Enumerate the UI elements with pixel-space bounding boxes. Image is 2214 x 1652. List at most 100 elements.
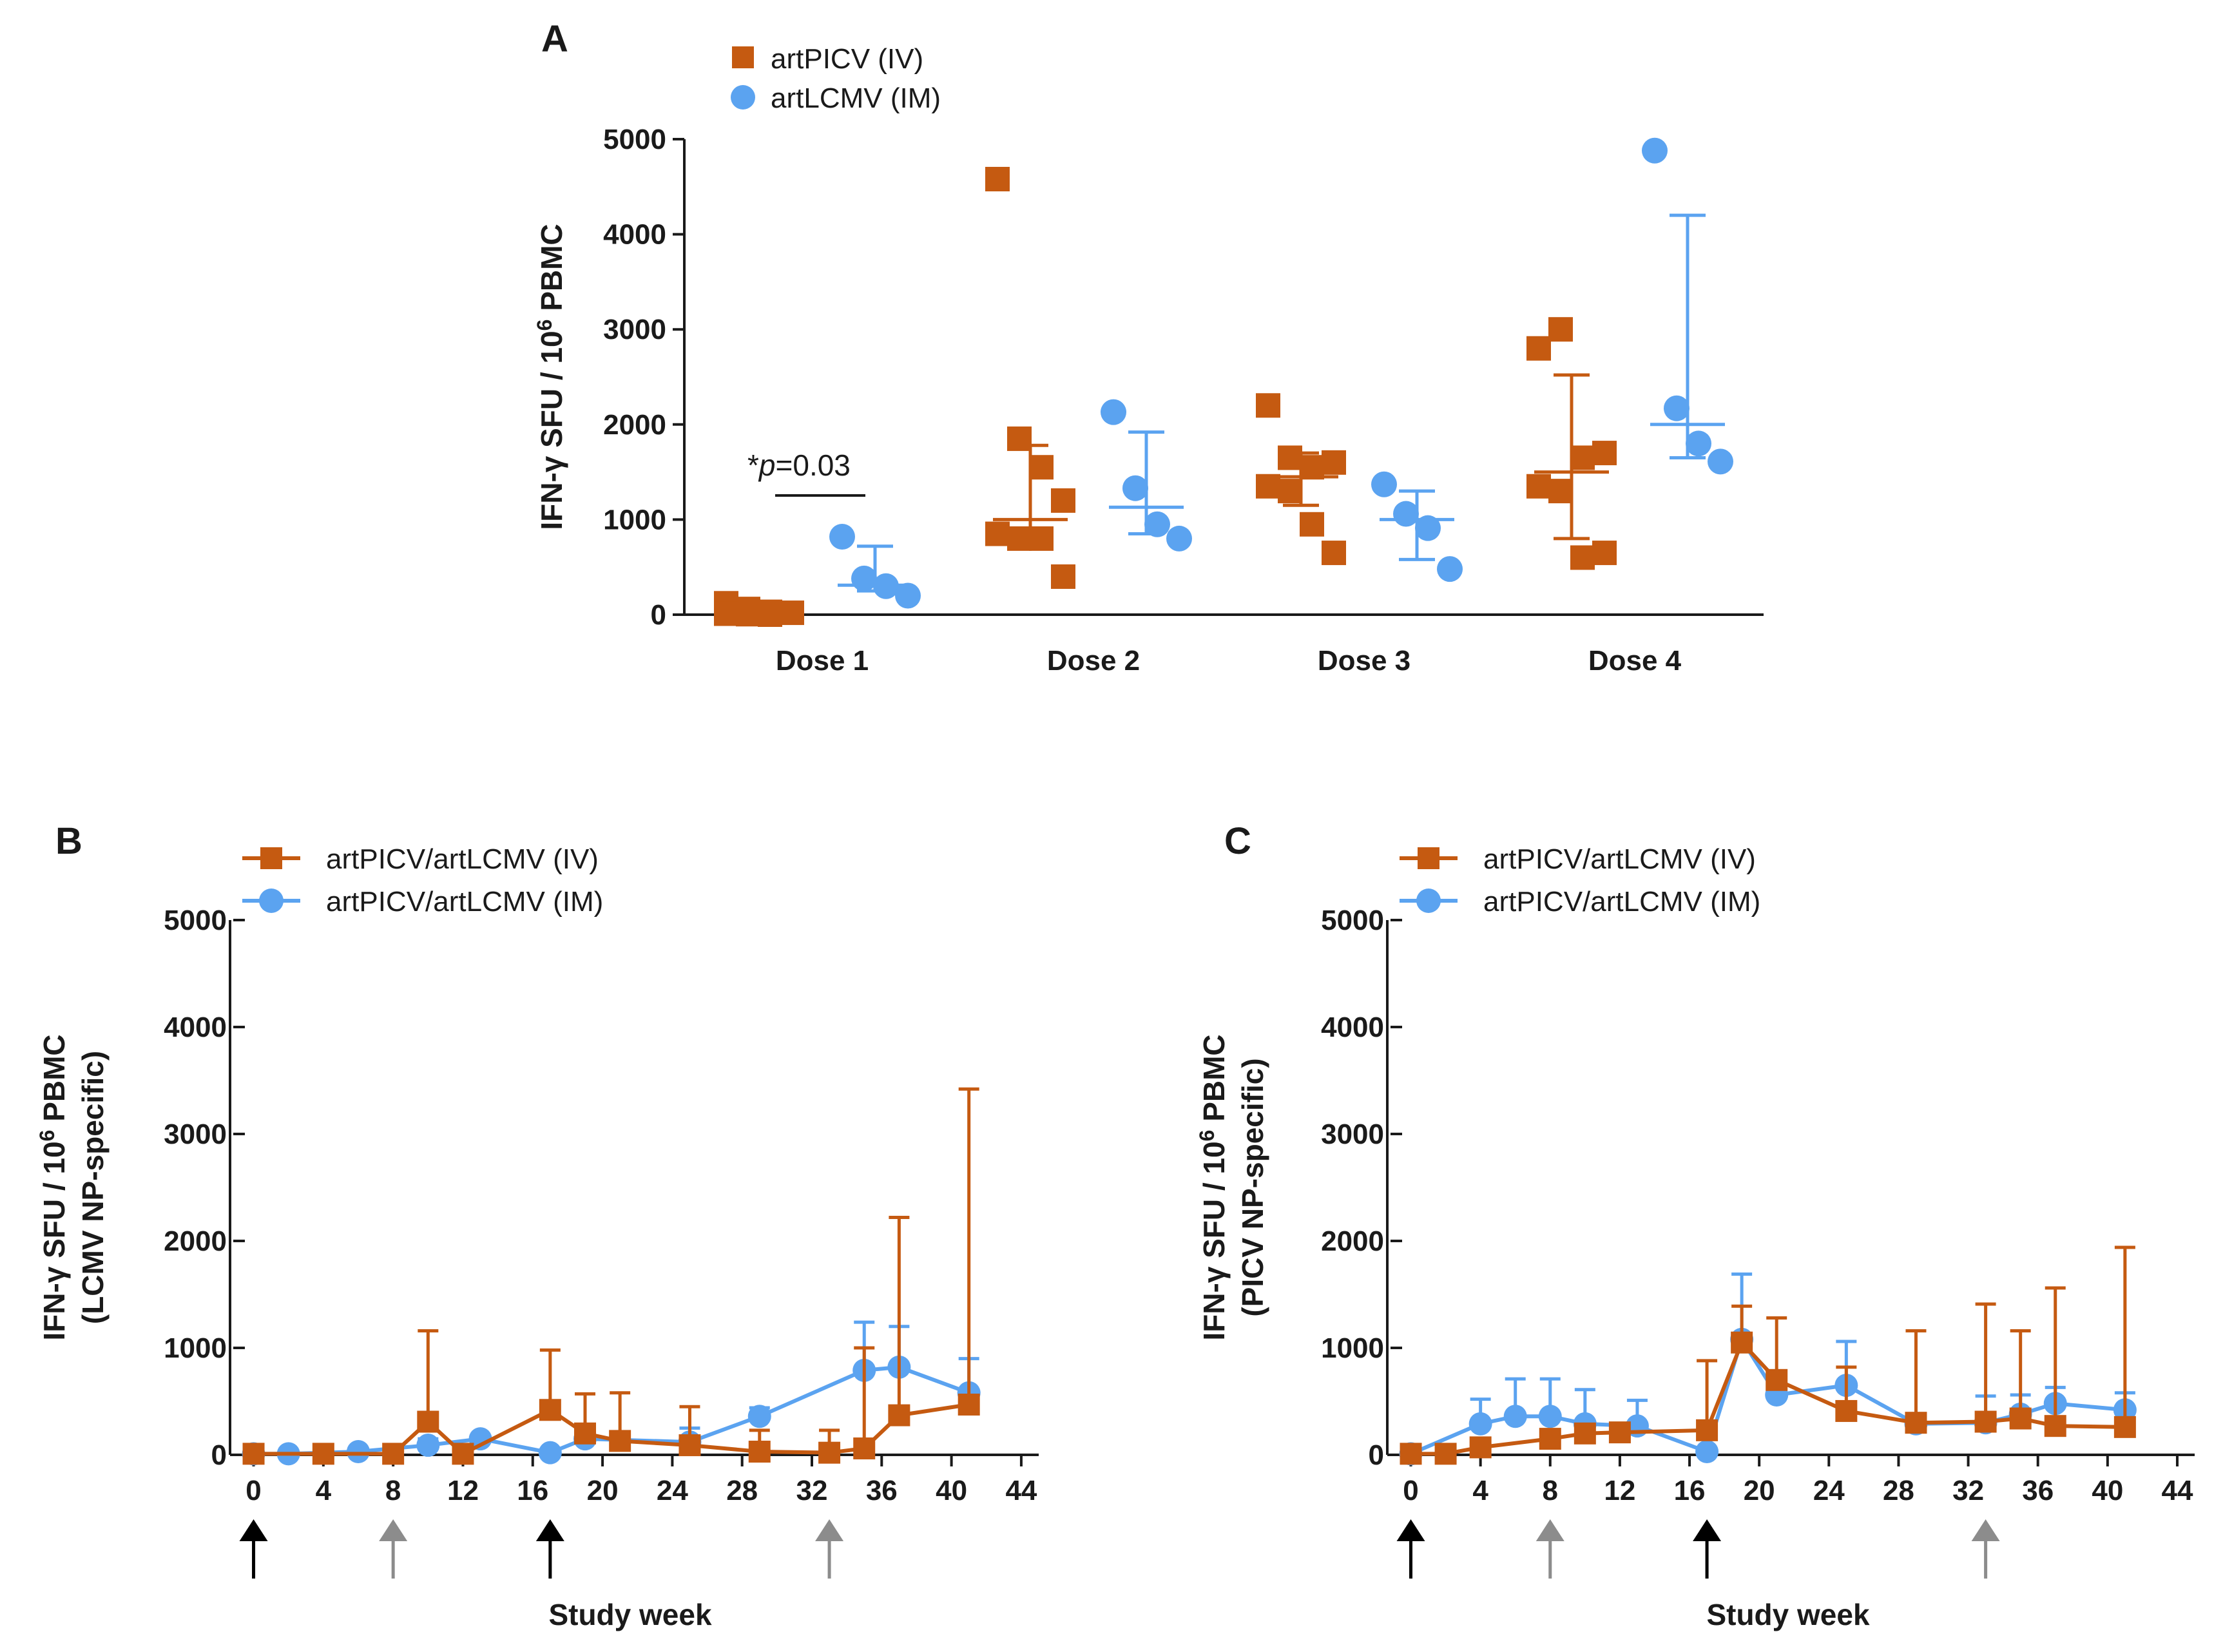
point-a-iv-0-4 bbox=[714, 601, 738, 626]
x-categories-a: Dose 1 Dose 2 Dose 3 Dose 4 bbox=[776, 645, 1682, 677]
b-dose-arrow-1 bbox=[379, 1519, 408, 1579]
point-a-im-1-0 bbox=[1101, 399, 1126, 425]
legend-c-iv-marker bbox=[1418, 847, 1439, 869]
b-point-iv-12 bbox=[888, 1404, 910, 1426]
c-point-iv-11 bbox=[1974, 1410, 1997, 1433]
c-point-iv-8 bbox=[1766, 1369, 1788, 1391]
a-ytick-label-4000: 4000 bbox=[603, 219, 666, 251]
b-dose-arrow-0 bbox=[239, 1519, 268, 1579]
b-xtick-label-8: 8 bbox=[385, 1475, 401, 1506]
point-a-iv-2-4 bbox=[1256, 474, 1280, 499]
c-ytick-label-1000: 1000 bbox=[1321, 1332, 1384, 1364]
b-point-iv-9 bbox=[748, 1441, 771, 1463]
legend-a-im-marker bbox=[731, 85, 755, 110]
point-a-im-1-3 bbox=[1166, 525, 1192, 552]
point-a-iv-1-0 bbox=[985, 166, 1010, 191]
b-xtick-label-0: 0 bbox=[245, 1475, 261, 1506]
c-dose-arrow-1 bbox=[1535, 1519, 1564, 1579]
point-a-iv-3-0 bbox=[1526, 336, 1551, 361]
a-ytick-label-1000: 1000 bbox=[603, 504, 666, 535]
b-dose-arrow-3 bbox=[815, 1519, 844, 1579]
b-point-iv-5 bbox=[539, 1399, 561, 1421]
point-a-im-1-2 bbox=[1144, 511, 1170, 537]
b-point-iv-3 bbox=[417, 1410, 439, 1433]
b-point-iv-1 bbox=[312, 1443, 334, 1465]
scatter-marks-a bbox=[714, 137, 1733, 627]
c-point-iv-14 bbox=[2113, 1416, 2136, 1438]
b-point-iv-7 bbox=[609, 1430, 631, 1452]
point-a-im-1-1 bbox=[1122, 475, 1148, 501]
point-a-iv-2-1 bbox=[1278, 445, 1302, 470]
panel-a-label: A bbox=[541, 18, 568, 60]
c-point-iv-6 bbox=[1696, 1419, 1718, 1441]
point-a-im-0-0 bbox=[829, 523, 855, 550]
b-ytick-label-4000: 4000 bbox=[164, 1012, 227, 1043]
c-series-iv bbox=[1400, 1245, 2136, 1465]
arrow-head bbox=[239, 1519, 268, 1541]
point-a-iv-2-5 bbox=[1278, 479, 1302, 504]
point-a-im-0-2 bbox=[873, 573, 899, 599]
point-a-iv-1-6 bbox=[1029, 526, 1054, 551]
c-point-iv-9 bbox=[1835, 1399, 1858, 1422]
category-label-3: Dose 3 bbox=[1318, 645, 1410, 677]
arrow-head bbox=[1535, 1519, 1564, 1541]
errorbar-a-1-3 bbox=[1650, 213, 1725, 459]
c-point-iv-10 bbox=[1905, 1412, 1927, 1434]
c-xtick-label-28: 28 bbox=[1883, 1475, 1914, 1506]
b-xtick-label-4: 4 bbox=[316, 1475, 332, 1506]
point-a-iv-2-6 bbox=[1300, 512, 1324, 537]
b-xtick-label-40: 40 bbox=[936, 1475, 967, 1506]
a-ytick-label-3000: 3000 bbox=[603, 314, 666, 345]
point-a-im-0-1 bbox=[851, 565, 877, 591]
c-point-im-3 bbox=[1538, 1405, 1562, 1428]
c-dose-arrow-0 bbox=[1396, 1519, 1425, 1579]
c-point-iv-2 bbox=[1469, 1436, 1492, 1459]
point-a-im-3-2 bbox=[1686, 430, 1711, 457]
b-xtick-label-20: 20 bbox=[587, 1475, 619, 1506]
b-series-iv bbox=[242, 1087, 980, 1465]
b-ytick-label-2000: 2000 bbox=[164, 1225, 227, 1257]
point-a-iv-1-2 bbox=[1029, 455, 1054, 480]
c-point-im-6 bbox=[1695, 1440, 1719, 1464]
arrow-head bbox=[535, 1519, 564, 1541]
b-point-im-3 bbox=[416, 1434, 440, 1457]
point-a-iv-2-0 bbox=[1256, 393, 1280, 418]
point-a-iv-3-3 bbox=[1592, 441, 1617, 466]
point-a-iv-3-5 bbox=[1548, 479, 1573, 504]
b-point-iv-4 bbox=[452, 1443, 474, 1465]
c-ytick-label-0: 0 bbox=[1369, 1439, 1384, 1471]
legend-c-im-marker bbox=[1416, 888, 1441, 913]
arrow-head bbox=[379, 1519, 408, 1541]
c-ytick-label-4000: 4000 bbox=[1321, 1012, 1384, 1043]
y-ticks-c: 0 1000 2000 3000 4000 5000 bbox=[1321, 905, 1402, 1471]
point-a-iv-1-7 bbox=[1051, 564, 1075, 589]
b-point-iv-2 bbox=[382, 1443, 405, 1465]
c-point-iv-0 bbox=[1400, 1443, 1422, 1465]
dose-arrows-c bbox=[1396, 1519, 2000, 1579]
b-xtick-label-24: 24 bbox=[657, 1475, 688, 1506]
c-xtick-label-20: 20 bbox=[1744, 1475, 1775, 1506]
c-ytick-label-5000: 5000 bbox=[1321, 905, 1384, 936]
b-point-iv-11 bbox=[853, 1437, 876, 1460]
c-xtick-label-24: 24 bbox=[1813, 1475, 1845, 1506]
b-xtick-label-28: 28 bbox=[726, 1475, 758, 1506]
b-xtick-label-12: 12 bbox=[447, 1475, 479, 1506]
legend-b-im-label: artPICV/artLCMV (IM) bbox=[326, 886, 603, 917]
y-axis-label-b: IFN-γ SFU / 106 PBMC bbox=[35, 1034, 71, 1340]
point-a-iv-1-3 bbox=[1051, 488, 1075, 513]
line-marks-c bbox=[1399, 1245, 2137, 1466]
b-xtick-label-36: 36 bbox=[866, 1475, 898, 1506]
point-a-im-2-2 bbox=[1415, 515, 1441, 541]
c-xtick-label-36: 36 bbox=[2022, 1475, 2054, 1506]
panel-c-label: C bbox=[1224, 820, 1251, 862]
legend-b-iv-marker bbox=[260, 847, 282, 869]
arrow-head bbox=[815, 1519, 844, 1541]
arrow-head bbox=[1971, 1519, 2000, 1541]
c-xtick-label-4: 4 bbox=[1472, 1475, 1488, 1506]
panel-a: A artPICV (IV) artLCMV (IM) 0 1000 2000 300… bbox=[533, 18, 1764, 677]
c-xtick-label-16: 16 bbox=[1674, 1475, 1706, 1506]
c-xtick-label-12: 12 bbox=[1604, 1475, 1635, 1506]
c-point-iv-1 bbox=[1434, 1443, 1457, 1465]
b-point-iv-13 bbox=[958, 1393, 980, 1416]
